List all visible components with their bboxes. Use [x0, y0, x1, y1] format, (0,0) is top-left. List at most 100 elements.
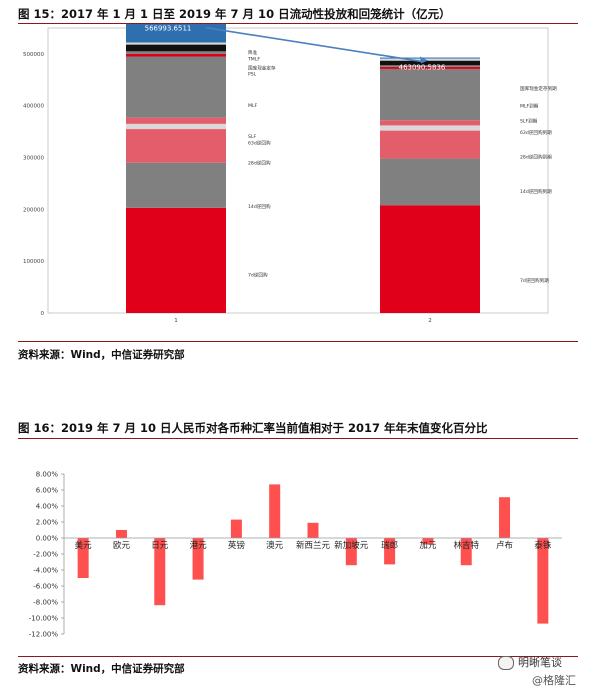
y-tick-label: 6.00% [36, 487, 59, 495]
bar-segment [126, 129, 226, 163]
y-tick-label: -12.00% [29, 631, 59, 639]
bar-segment [380, 58, 480, 61]
y-tick-label: 500000 [23, 52, 44, 58]
bar-segment [380, 120, 480, 126]
segment-label: 降准 [248, 49, 258, 56]
segment-label: 28d逆回购到期 [520, 154, 552, 161]
bar [460, 538, 472, 566]
bar [154, 538, 166, 606]
figure16-source-rule [18, 656, 578, 657]
bar [269, 484, 281, 538]
y-tick-label: 0 [41, 311, 45, 317]
y-tick-label: 200000 [23, 207, 44, 213]
bar-segment [126, 123, 226, 130]
x-tick-label: 林吉特 [453, 540, 479, 551]
x-tick-label: 欧元 [113, 540, 131, 551]
figure15-title-rule [18, 23, 578, 24]
segment-label: TMLF [247, 57, 260, 63]
segment-label: 28d逆回购 [248, 159, 271, 166]
bar-segment [126, 51, 226, 54]
x-tick-label: 美元 [75, 540, 93, 551]
bar [307, 522, 319, 538]
y-tick-label: 8.00% [36, 471, 59, 479]
x-tick-label: 卢布 [496, 540, 513, 551]
y-tick-label: -6.00% [33, 583, 58, 591]
segment-label: PSL [248, 72, 257, 78]
bar-segment [380, 130, 480, 159]
watermark-name: 明晰笔谈 [518, 656, 562, 669]
bar [422, 538, 434, 545]
y-tick-label: 300000 [23, 156, 44, 162]
figure16-title: 图 16：2019 年 7 月 10 日人民币对各币种汇率当前值相对于 2017… [18, 421, 488, 435]
segment-label: 7d逆回购 [248, 272, 268, 279]
fx-change-bar-chart: 8.00% 6.00% 4.00% 2.00% 0.00% -2.00% -4.00% -6.… [29, 471, 562, 639]
y-tick-label: -8.00% [33, 599, 58, 607]
bar-segment [380, 66, 480, 69]
figure16-source: 资料来源：Wind，中信证券研究部 [18, 663, 185, 675]
bar-segment [380, 68, 480, 121]
segment-label: 国库现金定存到期 [520, 85, 557, 92]
x-tick-label: 泰铢 [534, 540, 552, 551]
y-tick-label: 0.00% [36, 535, 59, 543]
bar-segment [126, 117, 226, 124]
segment-label: 14d逆回购到期 [520, 188, 552, 195]
arrow-head-icon [420, 56, 428, 64]
y-tick-label: 2.00% [36, 519, 59, 527]
figure15-source-rule [18, 341, 578, 342]
x-tick-label: 日元 [151, 541, 169, 551]
trend-arrow-line [205, 26, 423, 63]
x-tick-label: 澳元 [266, 540, 284, 551]
x-tick-label: 英镑 [228, 540, 246, 551]
x-tick-label: 瑞郎 [381, 540, 398, 551]
segment-label: MLF [248, 103, 258, 109]
bar-segment [126, 24, 226, 43]
segment-label: 7d逆回购到期 [520, 277, 549, 284]
bar-segment [126, 162, 226, 208]
bar [537, 538, 549, 624]
bar-segment [380, 65, 480, 67]
segment-label: MLF到期 [520, 102, 539, 109]
x-tick-label: 港元 [190, 540, 208, 551]
segment-label: 63d逆回购 [248, 140, 271, 147]
bar [384, 538, 396, 565]
bar-segment [380, 125, 480, 131]
x-tick-label: 新西兰元 [296, 540, 331, 551]
bar-segment [126, 44, 226, 52]
segment-label: SLF到期 [520, 117, 538, 124]
total-label: 566993.6511 [145, 25, 192, 33]
y-tick-label: 100000 [23, 259, 44, 265]
bar-segment [126, 53, 226, 57]
y-tick-label: -4.00% [33, 567, 58, 575]
segment-label: 14d逆回购 [248, 203, 271, 210]
figure16-title-rule [18, 438, 578, 439]
segment-label: 63d逆回购到期 [520, 129, 552, 136]
bar [77, 538, 89, 578]
segment-label: SLF [248, 134, 256, 140]
bar-segment [126, 207, 226, 313]
y-tick-label: 400000 [23, 104, 44, 110]
figure15-source: 资料来源：Wind，中信证券研究部 [18, 349, 185, 361]
plot-frame [47, 27, 549, 314]
figure15-title: 图 15：2017 年 1 月 1 日至 2019 年 7 月 10 日流动性投… [18, 7, 451, 21]
y-tick-label: -2.00% [33, 551, 58, 559]
x-tick-label: 2 [428, 318, 432, 324]
bar-segment [126, 42, 226, 45]
bar-segment [380, 60, 480, 66]
segment-label: 国库现金定存 [248, 64, 276, 71]
bar [115, 530, 127, 538]
x-tick-label: 1 [174, 318, 178, 324]
bar [230, 519, 242, 538]
x-tick-label: 加元 [419, 540, 437, 551]
bar-segment [126, 56, 226, 118]
wechat-icon [498, 656, 514, 670]
total-label: 463090.5836 [399, 64, 446, 72]
watermark-handle: @格隆汇 [532, 674, 576, 687]
stacked-bar-chart: 0 100000 200000 300000 400000 500000 7d逆回购 14d逆… [23, 24, 557, 324]
bar-segment [380, 158, 480, 206]
bar [345, 538, 357, 566]
bar [192, 538, 204, 580]
y-tick-label: -10.00% [29, 615, 59, 623]
x-tick-label: 新加坡元 [334, 540, 369, 551]
bar-segment [380, 205, 480, 313]
bar-segment [380, 57, 480, 59]
